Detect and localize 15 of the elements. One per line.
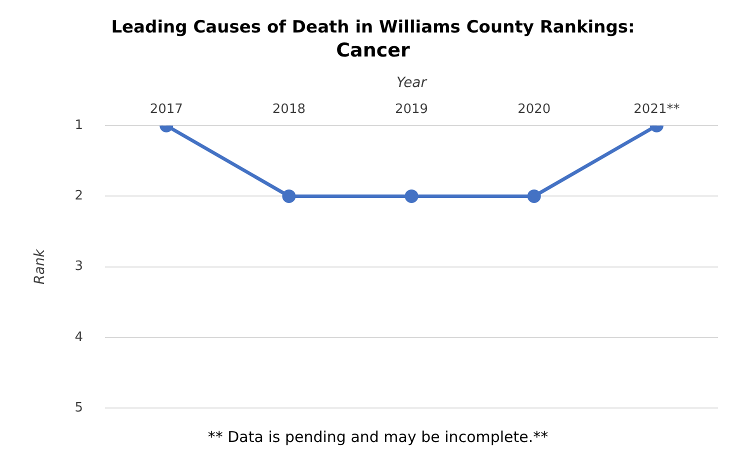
y-tick-label: 1 [74,118,84,133]
y-tick-label: 5 [74,400,84,416]
x-tick-label: 2018 [272,102,306,118]
x-tick-label: 2020 [518,102,551,118]
y-tick-label: 4 [74,330,84,345]
y-tick-label: 2 [74,188,84,204]
x-tick-label: 2017 [150,102,183,118]
x-tick-label: 2019 [394,102,428,118]
text: ** Data is pending and may be incomplete.** [208,428,549,446]
y-axis-title: Rank [32,248,48,284]
chart-title: Leading Causes of Death in Williams County Rankings: [111,18,635,38]
chart-subtitle: Cancer [336,40,411,62]
y-tick-label: 3 [74,259,84,274]
x-axis-title: Year [396,75,428,92]
x-tick-label: 2021** [634,102,680,118]
